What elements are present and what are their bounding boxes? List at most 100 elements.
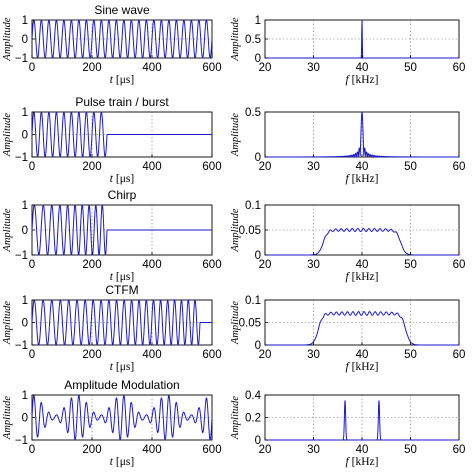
- x-tick-label: 200: [82, 62, 101, 74]
- x-axis-variable: f: [346, 74, 351, 86]
- x-axis-variable: t: [110, 173, 114, 185]
- x-axis-variable: f: [346, 173, 351, 185]
- x-tick-label: 600: [202, 62, 221, 74]
- x-tick-label: 0: [29, 161, 35, 173]
- y-tick-label: 0.1: [245, 295, 261, 307]
- signal-trace: [264, 311, 460, 346]
- x-tick-label: 200: [82, 161, 101, 173]
- x-tick-label: 400: [142, 349, 161, 361]
- signal-trace: [31, 299, 213, 346]
- signal-trace: [264, 111, 460, 158]
- x-tick-label: 60: [453, 259, 466, 271]
- x-axis-label: t [μs]: [110, 271, 134, 283]
- x-tick-label: 400: [142, 259, 161, 271]
- y-tick-label: 1: [22, 295, 28, 307]
- x-tick-label: 60: [453, 62, 466, 74]
- x-axis-label: f [kHz]: [346, 361, 379, 373]
- x-tick-label: 200: [82, 349, 101, 361]
- subplot-2: 20 30 40 50 60 0 0.5 1 f [kHz] Amplitude: [230, 15, 465, 86]
- x-tick-label: 40: [356, 161, 369, 173]
- x-tick-label: 50: [404, 349, 417, 361]
- x-axis-label: f [kHz]: [346, 456, 379, 468]
- x-axis-label: f [kHz]: [346, 271, 379, 283]
- y-tick-label: 1: [22, 200, 28, 212]
- x-tick-label: 600: [202, 444, 221, 456]
- y-tick-label: 0.4: [245, 390, 262, 402]
- x-tick-label: 0: [29, 444, 35, 456]
- plot-title: Sine wave: [94, 3, 150, 17]
- x-axis-variable: f: [346, 271, 351, 283]
- x-tick-label: 600: [202, 259, 221, 271]
- y-tick-label: 0: [22, 130, 28, 142]
- plot-title: CTFM: [105, 283, 138, 297]
- y-tick-label: 1: [22, 390, 28, 402]
- x-tick-label: 50: [404, 259, 417, 271]
- x-tick-label: 40: [356, 259, 369, 271]
- x-tick-label: 40: [356, 62, 369, 74]
- x-tick-label: 400: [142, 62, 161, 74]
- x-axis-unit: [μs]: [113, 271, 134, 283]
- y-tick-label: 0.5: [245, 34, 261, 46]
- subplot-6: 20 30 40 50 60 0 0.05 0.1 f [kHz] Amplitude: [230, 200, 465, 283]
- x-axis-label: f [kHz]: [346, 74, 379, 86]
- x-tick-label: 60: [453, 349, 466, 361]
- x-tick-label: 400: [142, 444, 161, 456]
- y-tick-label: −1: [15, 250, 28, 262]
- x-tick-label: 0: [29, 349, 35, 361]
- x-tick-label: 30: [307, 349, 320, 361]
- y-axis-label: Amplitude: [230, 396, 241, 440]
- y-tick-label: 0.2: [245, 413, 261, 425]
- x-tick-label: 400: [142, 161, 161, 173]
- plot-title: Amplitude Modulation: [64, 378, 179, 392]
- x-tick-label: 30: [307, 259, 320, 271]
- x-axis-label: t [μs]: [110, 456, 134, 468]
- x-tick-label: 40: [356, 349, 369, 361]
- x-tick-label: 200: [82, 259, 101, 271]
- x-axis-unit: [μs]: [113, 74, 134, 86]
- y-tick-label: 0.5: [245, 107, 261, 119]
- y-tick-label: 1: [255, 15, 261, 27]
- y-tick-label: −1: [15, 53, 28, 65]
- subplot-8: 20 30 40 50 60 0 0.05 0.1 f [kHz] Amplitude: [230, 295, 465, 373]
- y-axis-label: Amplitude: [2, 17, 13, 61]
- signal-trace: [264, 228, 460, 256]
- x-tick-label: 30: [307, 161, 320, 173]
- x-tick-label: 30: [307, 62, 320, 74]
- x-axis-unit: [kHz]: [349, 74, 379, 86]
- y-tick-label: 0: [255, 152, 261, 164]
- x-axis-variable: t: [110, 271, 114, 283]
- x-tick-label: 20: [259, 349, 272, 361]
- y-tick-label: 1: [22, 15, 28, 27]
- x-axis-label: t [μs]: [110, 173, 134, 185]
- x-tick-label: 20: [259, 444, 272, 456]
- y-tick-label: 0: [255, 435, 261, 447]
- x-axis-unit: [μs]: [113, 456, 134, 468]
- x-tick-label: 40: [356, 444, 369, 456]
- x-tick-label: 50: [404, 444, 417, 456]
- x-axis-unit: [kHz]: [349, 456, 379, 468]
- signal-trace: [31, 204, 213, 256]
- x-tick-label: 20: [259, 259, 272, 271]
- y-axis-label: Amplitude: [230, 301, 241, 345]
- y-tick-label: 0.1: [245, 200, 261, 212]
- x-axis-label: t [μs]: [110, 74, 134, 86]
- y-tick-label: 0: [22, 34, 28, 46]
- y-axis-label: Amplitude: [2, 208, 13, 252]
- y-tick-label: 0.05: [239, 318, 261, 330]
- x-tick-label: 50: [404, 161, 417, 173]
- x-tick-label: 200: [82, 444, 101, 456]
- y-axis-label: Amplitude: [230, 113, 241, 157]
- x-axis-variable: t: [110, 74, 114, 86]
- y-tick-label: 0: [22, 225, 28, 237]
- y-axis-label: Amplitude: [2, 113, 13, 157]
- x-axis-unit: [kHz]: [349, 271, 379, 283]
- x-axis-unit: [μs]: [113, 361, 134, 373]
- y-tick-label: 0.05: [239, 225, 261, 237]
- signal-trace: [31, 19, 213, 59]
